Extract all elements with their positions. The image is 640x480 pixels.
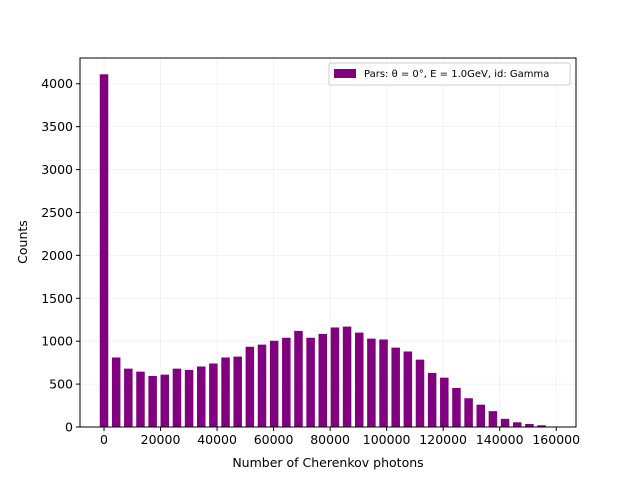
histogram-bar	[160, 374, 170, 427]
histogram-bar	[136, 371, 145, 427]
y-tick-label: 2500	[41, 205, 73, 220]
histogram-bar	[221, 357, 230, 427]
histogram-bar	[512, 422, 522, 427]
histogram-bar	[99, 74, 109, 427]
plot-frame	[79, 57, 577, 428]
x-tick-label: 120000	[419, 432, 467, 447]
y-tick-label: 2000	[41, 248, 73, 263]
histogram-bar	[257, 344, 267, 427]
histogram-bar	[427, 372, 437, 427]
x-tick-label: 20000	[141, 432, 181, 447]
x-axis-label: Number of Cherenkov photons	[232, 455, 423, 470]
histogram-bar	[111, 357, 121, 427]
histogram-bar	[124, 368, 133, 427]
histogram-bar	[318, 333, 328, 427]
histogram-bar	[282, 337, 291, 427]
histogram-bar	[488, 411, 498, 427]
histogram-bar	[476, 404, 486, 427]
grid-lines	[80, 58, 576, 428]
histogram-bar	[354, 332, 364, 427]
x-tick-label: 160000	[532, 432, 580, 447]
legend-swatch	[334, 69, 356, 78]
histogram-bar	[391, 347, 400, 427]
histogram-bar	[464, 398, 473, 427]
y-tick-label: 1000	[41, 334, 73, 349]
x-tick-label: 0	[100, 432, 108, 447]
histogram-bar	[306, 337, 315, 427]
histogram-bar	[269, 340, 279, 427]
histogram-bar	[233, 356, 242, 427]
histogram-bar	[294, 330, 303, 427]
y-tick-label: 1500	[41, 291, 73, 306]
y-tick-label: 0	[65, 420, 73, 435]
y-tick-label: 3000	[41, 162, 73, 177]
histogram-bar	[148, 375, 157, 427]
x-tick-label: 100000	[363, 432, 411, 447]
x-tick-label: 140000	[476, 432, 524, 447]
x-axis-ticks: 0 20000 40000 60000 80000 100000 120000 140000 1…	[100, 427, 580, 447]
histogram-bar	[367, 338, 376, 427]
y-axis-ticks: 0 500 1000 1500 2000 2500 3000 3500 4000	[41, 76, 80, 435]
histogram-bar	[537, 425, 546, 427]
x-tick-label: 60000	[254, 432, 294, 447]
histogram-bar	[342, 326, 352, 427]
x-tick-label: 40000	[197, 432, 237, 447]
histogram-bar	[379, 339, 388, 427]
histogram-bar	[330, 327, 340, 427]
legend-label: Pars: θ = 0°, E = 1.0GeV, id: Gamma	[364, 69, 549, 80]
histogram-bar	[525, 423, 534, 427]
y-tick-label: 3500	[41, 119, 73, 134]
histogram-bar	[245, 346, 255, 427]
histogram-bars	[99, 74, 546, 427]
histogram-bar	[415, 359, 425, 427]
histogram-bar	[172, 368, 182, 427]
legend-box	[328, 62, 571, 86]
histogram-bar	[184, 369, 194, 427]
y-tick-label: 4000	[41, 76, 73, 91]
y-tick-label: 500	[49, 377, 73, 392]
legend: Pars: θ = 0°, E = 1.0GeV, id: Gamma	[328, 62, 571, 86]
y-axis-label: Counts	[15, 220, 30, 264]
histogram-bar	[500, 418, 510, 427]
histogram-bar	[440, 377, 449, 427]
histogram-bar	[452, 387, 461, 427]
histogram-bar	[403, 351, 413, 427]
histogram-bar	[209, 363, 218, 427]
histogram-bar	[196, 366, 206, 427]
x-tick-label: 80000	[310, 432, 350, 447]
